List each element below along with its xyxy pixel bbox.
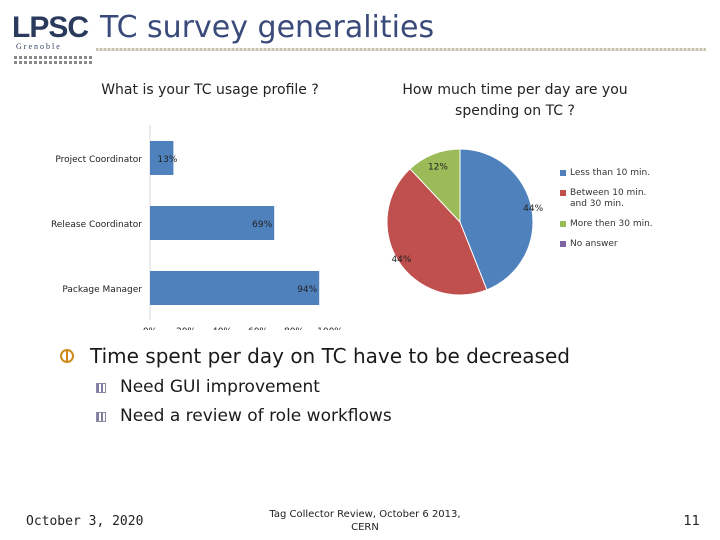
logo-brand: LPSC	[12, 11, 89, 44]
bar	[150, 206, 275, 240]
legend-label: No answer	[570, 239, 618, 249]
bar-category-label: Release Coordinator	[51, 220, 142, 230]
logo-small-print-2	[14, 61, 94, 64]
bullet-marker-icon	[60, 349, 74, 363]
pie-slice	[386, 168, 488, 296]
bar-x-tick-label: 100%	[317, 327, 343, 330]
sub-bullet-marker-icon	[96, 383, 106, 393]
page-number: 11	[683, 514, 700, 529]
slide-title: TC survey generalities	[100, 10, 435, 45]
bar	[150, 141, 174, 175]
pie-slice	[409, 148, 461, 224]
footer-event: Tag Collector Review, October 6 2013, CE…	[250, 508, 480, 534]
sub-bullet-text: Need GUI improvement	[120, 377, 320, 397]
bar-data-label: 13%	[157, 155, 177, 165]
logo-small-print	[14, 56, 94, 59]
legend-swatch	[560, 170, 566, 176]
pie-data-label: 44%	[391, 255, 411, 265]
pie-slice	[459, 148, 534, 291]
bar-category-label: Project Coordinator	[55, 155, 142, 165]
bar	[150, 271, 320, 305]
main-bullet-text: Time spent per day on TC have to be decr…	[90, 344, 570, 368]
sub-bullet-text: Need a review of role workflows	[120, 406, 392, 426]
bar-data-label: 94%	[297, 285, 317, 295]
sub-bullet-marker-icon	[96, 412, 106, 422]
footer-event-line-1: Tag Collector Review, October 6 2013,	[269, 509, 461, 520]
pie-chart: 44% 44% 12%	[386, 148, 544, 296]
bar-x-tick-label: 80%	[284, 327, 304, 330]
bar-x-tick-label: 0%	[143, 327, 158, 330]
pie-legend: Less than 10 min. Between 10 min. and 30 …	[560, 168, 720, 259]
bar-x-tick-label: 60%	[248, 327, 268, 330]
lpsc-logo: LPSC Grenoble	[10, 12, 94, 64]
legend-swatch	[560, 221, 566, 227]
pie-chart-title: How much time per day are you spending o…	[402, 82, 628, 119]
legend-item: No answer	[560, 239, 720, 250]
bar-chart: Project Coordinator 13% Release Coordinato…	[51, 125, 343, 330]
footer-event-line-2: CERN	[351, 522, 379, 533]
legend-item: More then 30 min.	[560, 219, 720, 230]
legend-swatch	[560, 241, 566, 247]
bar-chart-title: What is your TC usage profile ?	[101, 82, 319, 98]
legend-item: Between 10 min. and 30 min.	[560, 188, 720, 210]
bar-x-tick-label: 40%	[212, 327, 232, 330]
legend-label: Between 10 min. and 30 min.	[570, 188, 647, 209]
footer-date: October 3, 2020	[26, 514, 144, 529]
legend-label: More then 30 min.	[570, 219, 653, 229]
pie-data-label: 44%	[523, 204, 543, 214]
legend-item: Less than 10 min.	[560, 168, 720, 179]
bar-x-tick-label: 20%	[176, 327, 196, 330]
title-divider	[96, 48, 706, 51]
bar-category-label: Package Manager	[62, 285, 142, 295]
legend-swatch	[560, 190, 566, 196]
logo-subtitle: Grenoble	[16, 42, 62, 51]
bar-data-label: 69%	[252, 220, 272, 230]
pie-data-label: 12%	[428, 162, 448, 172]
legend-label: Less than 10 min.	[570, 168, 651, 178]
